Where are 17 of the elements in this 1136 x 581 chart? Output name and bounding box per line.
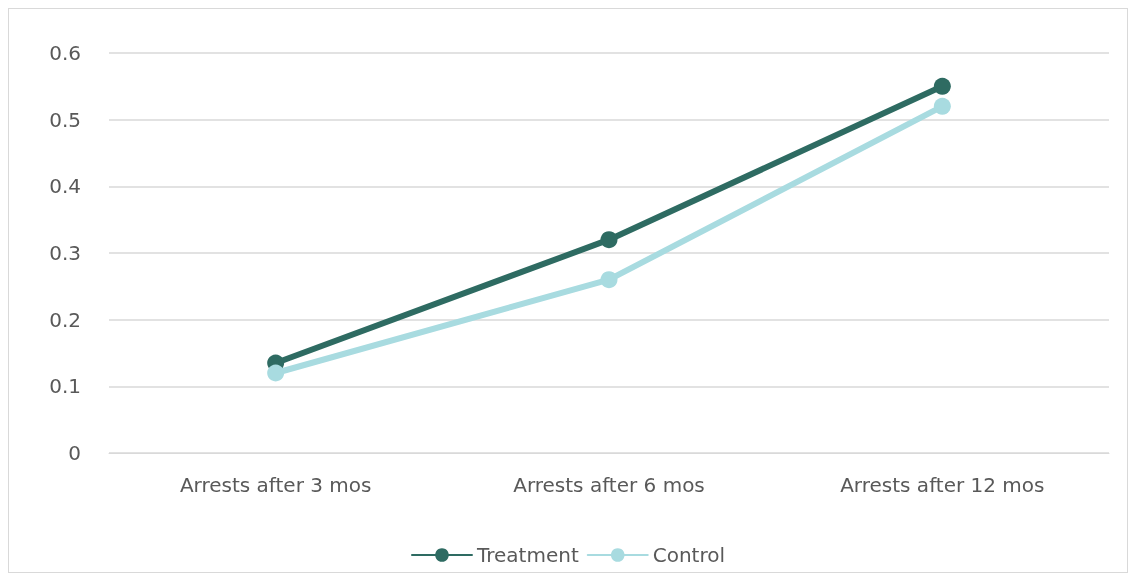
y-tick-label: 0 bbox=[68, 441, 81, 465]
legend-label: Treatment bbox=[475, 543, 579, 567]
point bbox=[933, 97, 951, 115]
point bbox=[267, 364, 285, 382]
legend-label: Control bbox=[652, 543, 726, 567]
y-tick-label: 0.3 bbox=[49, 241, 81, 265]
x-tick-label: Arrests after 12 mos bbox=[840, 473, 1045, 497]
y-tick-label: 0.4 bbox=[49, 174, 81, 199]
point bbox=[933, 77, 951, 95]
y-tick-label: 0.5 bbox=[49, 107, 81, 132]
x-tick-label: Arrests after 3 mos bbox=[179, 473, 372, 497]
y-tick-label: 0.6 bbox=[49, 41, 81, 65]
point bbox=[600, 231, 618, 249]
x-tick-label: Arrests after 6 mos bbox=[513, 473, 705, 497]
y-tick-label: 0.2 bbox=[49, 307, 81, 332]
point bbox=[600, 271, 618, 289]
y-tick-label: 0.1 bbox=[49, 374, 81, 399]
